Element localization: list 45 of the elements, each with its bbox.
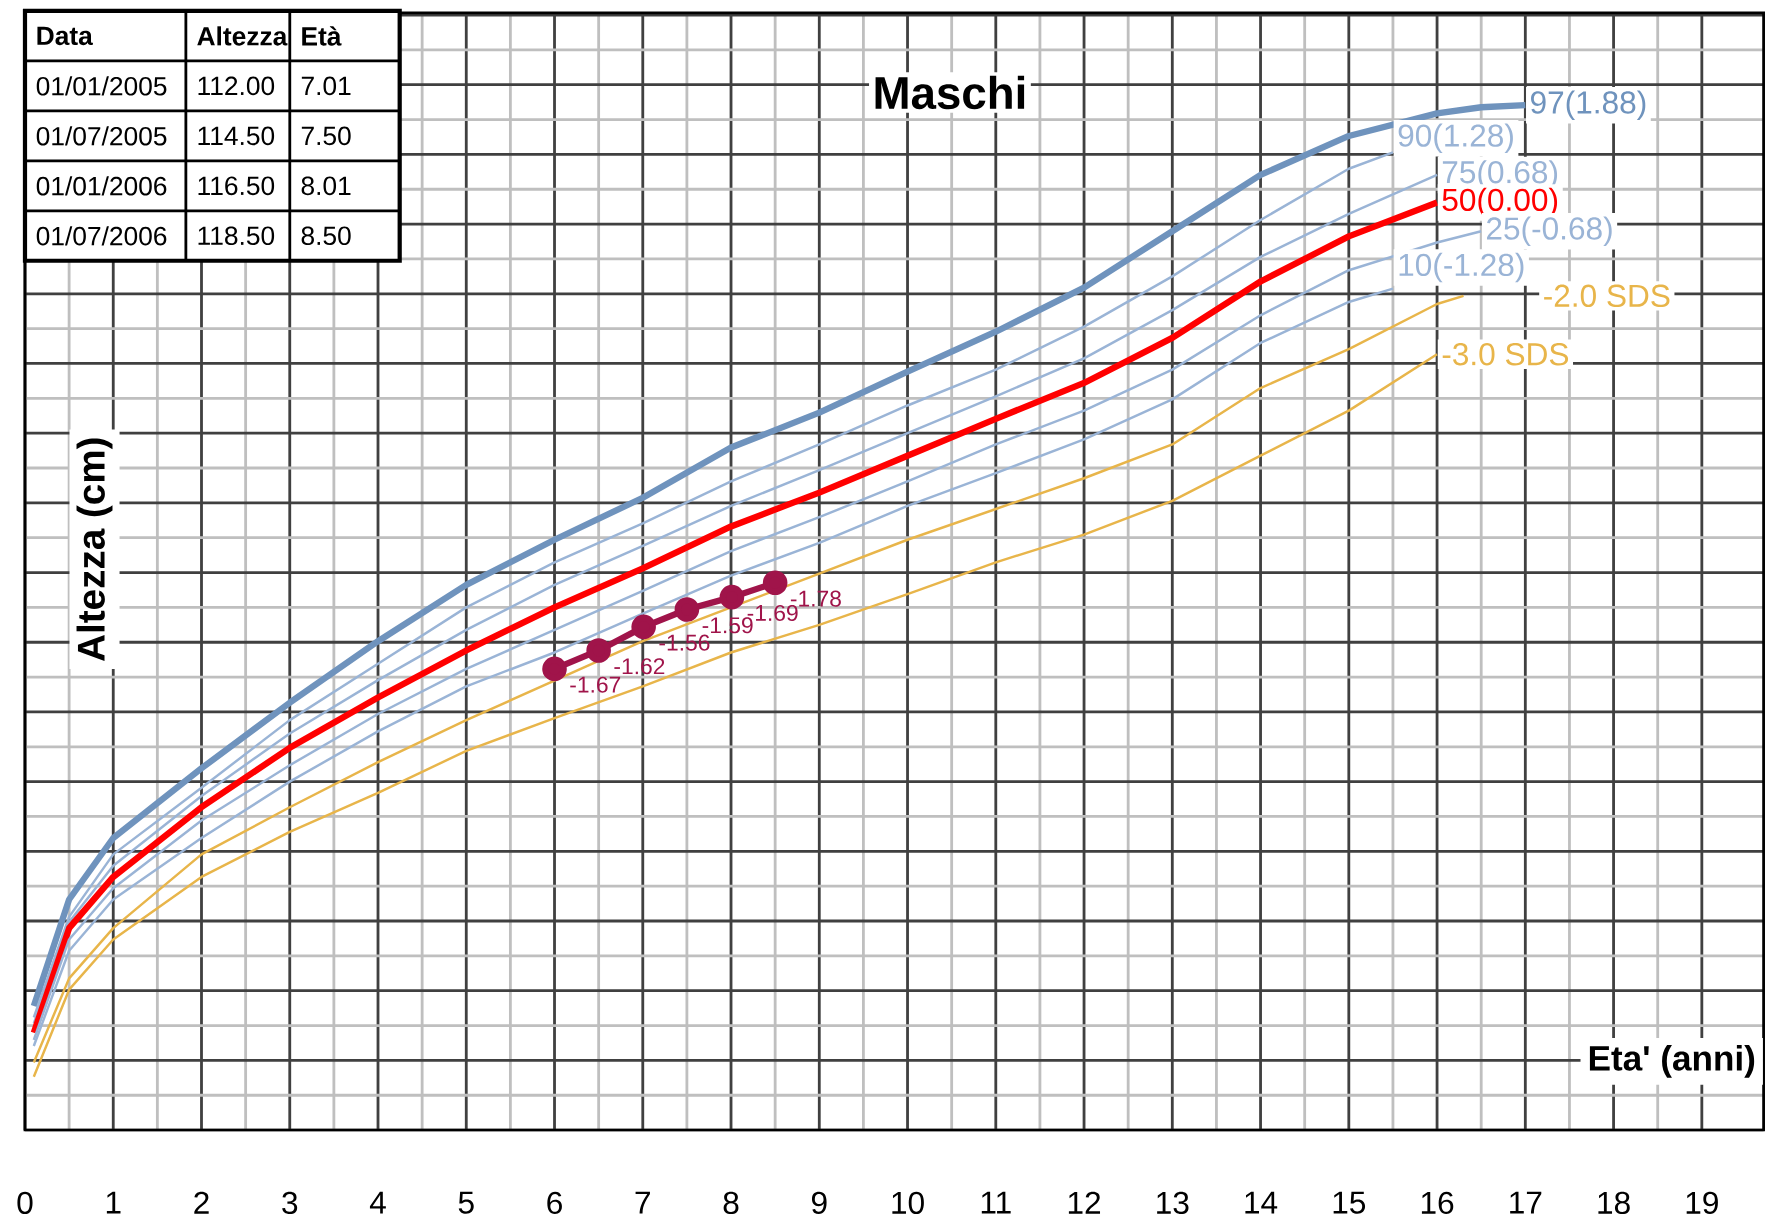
x-tick-label: 1 — [106, 1191, 121, 1214]
annotation: 8.50 — [301, 226, 351, 246]
series-label: 10(-1.28) — [1399, 252, 1524, 283]
x-tick-label: 17 — [1510, 1191, 1542, 1214]
chart-title: Maschi — [875, 75, 1025, 110]
x-tick-label: 8 — [723, 1191, 739, 1215]
annotation: 118.50 — [198, 226, 275, 246]
text: Data — [37, 26, 93, 46]
annotation: 01/01/2006 — [36, 176, 167, 196]
x-tick-label: 10 — [892, 1191, 924, 1215]
annotation: 116.50 — [198, 176, 275, 196]
x-tick-label: 15 — [1333, 1191, 1366, 1214]
x-tick-label: 11 — [981, 1191, 1011, 1214]
text: 112.00 — [198, 76, 275, 96]
x-tick-label: 0 — [17, 1191, 33, 1215]
x-tick-label: 9 — [811, 1191, 827, 1215]
annotation: -1.67 — [570, 676, 621, 693]
series-label: 90(1.28) — [1398, 123, 1513, 154]
series-label: 97(1.88) — [1531, 90, 1646, 121]
x-tick-label: 3 — [282, 1191, 298, 1215]
x-tick-label: 7 — [635, 1191, 650, 1214]
x-tick-label: 4 — [369, 1191, 386, 1214]
x-tick-label: 19 — [1686, 1191, 1718, 1215]
text: Altezza — [197, 26, 288, 46]
x-tick-label: 16 — [1421, 1191, 1454, 1215]
x-tick-label: 13 — [1157, 1191, 1189, 1215]
x-tick-label: 2 — [194, 1191, 209, 1214]
x-tick-label: 6 — [547, 1191, 562, 1215]
x-tick-label: 18 — [1598, 1191, 1630, 1215]
text: 01/01/2005 — [36, 76, 167, 96]
y-axis-title: Altezza (cm) — [76, 438, 113, 662]
x-tick-label: 14 — [1245, 1191, 1278, 1214]
text: 7.01 — [301, 76, 351, 96]
series-label: 25(-0.68) — [1487, 216, 1612, 247]
annotation: 8.01 — [301, 176, 351, 196]
text: Età — [302, 26, 342, 46]
annotation: 01/07/2006 — [36, 226, 167, 246]
annotation: 01/07/2005 — [36, 126, 167, 146]
x-axis-title: Eta' (anni) — [1589, 1045, 1755, 1078]
series-label: -3.0 SDS — [1442, 343, 1569, 366]
x-tick-label: 12 — [1068, 1191, 1101, 1214]
text: -2.0 SDS — [1544, 284, 1670, 308]
annotation: 114.50 — [198, 126, 275, 146]
annotation: 7.50 — [301, 126, 351, 146]
x-tick-label: 5 — [458, 1191, 474, 1214]
